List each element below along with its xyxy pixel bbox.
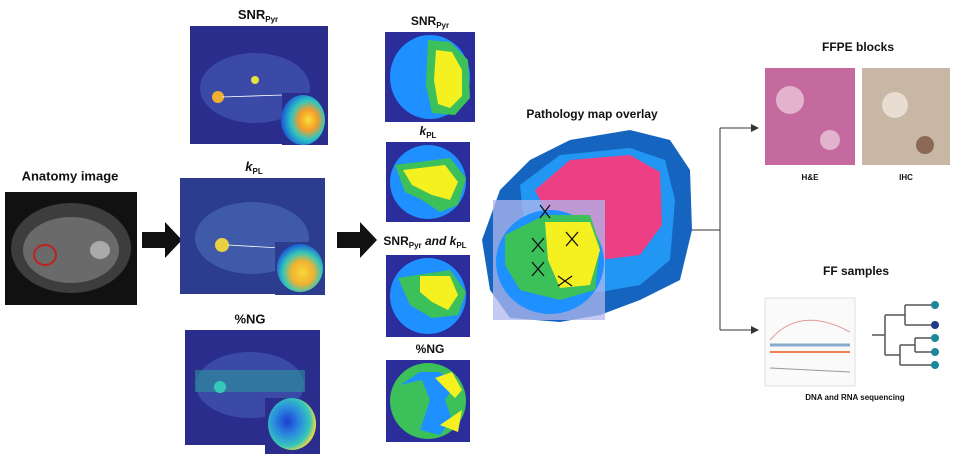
anatomy-panel: Anatomy image xyxy=(5,168,137,305)
seg-combined: SNRPyr and kPL xyxy=(383,234,470,337)
seg-snr-path xyxy=(434,50,462,108)
seg-kpl-path xyxy=(403,165,458,200)
map-title-main: k xyxy=(245,159,253,174)
map-kpl-ellipse xyxy=(277,244,323,292)
map-title-sub: PL xyxy=(253,167,263,176)
ff-panel-g-path xyxy=(872,304,935,366)
seg-title: %NG xyxy=(416,342,445,356)
ff-panel-g-circle xyxy=(931,361,939,369)
overlay-panel-g-line xyxy=(539,204,551,219)
ff-panel-path xyxy=(769,319,851,341)
map-snr-ellipse xyxy=(281,95,325,145)
ff-panel: FF samples DNA and RNA sequencing xyxy=(764,264,939,402)
ff-panel-path xyxy=(769,367,851,373)
ff-panel-g-circle xyxy=(931,321,939,329)
seg-title-joiner: and k xyxy=(422,234,458,248)
ff-title: FF samples xyxy=(823,264,889,278)
seg-title: SNRPyr and kPL xyxy=(383,234,466,250)
overlay-panel: Pathology map overlay xyxy=(482,107,692,322)
map-kpl: kPL xyxy=(180,159,325,295)
map-title: %NG xyxy=(234,311,265,326)
ffpe-panel-circle xyxy=(916,136,934,154)
ffpe-panel-circle xyxy=(882,92,908,118)
anatomy-title: Anatomy image xyxy=(22,168,119,183)
map-ng-rect xyxy=(195,370,305,392)
map-title: SNRPyr xyxy=(238,7,278,24)
ff-caption: DNA and RNA sequencing xyxy=(805,393,905,402)
overlay-panel-g-line xyxy=(565,231,579,247)
overlay-panel-g-line xyxy=(557,275,573,287)
map-snr-circle xyxy=(251,76,259,84)
ffpe-panel-circle xyxy=(820,130,840,150)
seg-title-sub: PL xyxy=(426,131,436,140)
seg-title-sub: Pyr xyxy=(436,21,449,30)
map-snr-line xyxy=(221,94,284,98)
overlay-panel-path xyxy=(545,222,600,288)
seg-combined-path xyxy=(420,276,458,310)
seg-title-sub: PL xyxy=(456,241,466,250)
arrow xyxy=(337,222,377,258)
map-kpl-line xyxy=(227,244,281,249)
map-title: kPL xyxy=(245,159,263,176)
ffpe-panel-rect xyxy=(862,68,950,165)
seg-title-main: SNR xyxy=(411,14,437,28)
overlay-panel-g xyxy=(531,204,579,287)
map-title-sub: Pyr xyxy=(265,15,278,24)
seg-ng-path xyxy=(435,372,462,398)
branch-lines xyxy=(692,124,759,334)
ff-panel-g-circle xyxy=(931,348,939,356)
map-ng: %NG xyxy=(185,311,320,454)
map-snr-circle xyxy=(212,91,224,103)
ff-panel-g-circle xyxy=(931,301,939,309)
stain-label: IHC xyxy=(899,173,913,182)
ff-panel-g xyxy=(931,301,939,369)
seg-title-main: k xyxy=(420,124,428,138)
ff-panel-g xyxy=(872,304,935,366)
seg-title-sub: Pyr xyxy=(409,241,422,250)
seg-kpl: kPL xyxy=(386,124,470,222)
ffpe-panel-circle xyxy=(776,86,804,114)
map-kpl-circle xyxy=(215,238,229,252)
seg-title: SNRPyr xyxy=(411,14,449,30)
ffpe-panel-rect xyxy=(765,68,855,165)
map-ng-ellipse xyxy=(268,398,316,450)
seg-ng-path xyxy=(400,372,455,435)
overlay-panel-g-line xyxy=(531,237,545,253)
stain-label: H&E xyxy=(802,173,820,182)
map-snr: SNRPyr xyxy=(190,7,328,145)
seg-title-main: SNR xyxy=(383,234,409,248)
ff-panel-rect xyxy=(764,297,856,387)
ff-panel-g-circle xyxy=(931,334,939,342)
map-ng-circle xyxy=(214,381,226,393)
overlay-title: Pathology map overlay xyxy=(526,107,658,121)
ffpe-panel: FFPE blocks H&E IHC xyxy=(765,40,950,182)
overlay-panel-g-line xyxy=(531,261,545,277)
anatomy-panel-ellipse xyxy=(33,244,57,266)
seg-ng: %NG xyxy=(386,342,470,442)
arrow xyxy=(142,222,182,258)
map-title-main: SNR xyxy=(238,7,266,22)
seg-snr: SNRPyr xyxy=(385,14,475,122)
anatomy-panel-ellipse xyxy=(90,241,110,259)
anatomy-panel-ellipse xyxy=(23,217,119,283)
seg-title: kPL xyxy=(420,124,437,140)
seg-ng-path xyxy=(440,410,462,432)
ffpe-title: FFPE blocks xyxy=(822,40,894,54)
